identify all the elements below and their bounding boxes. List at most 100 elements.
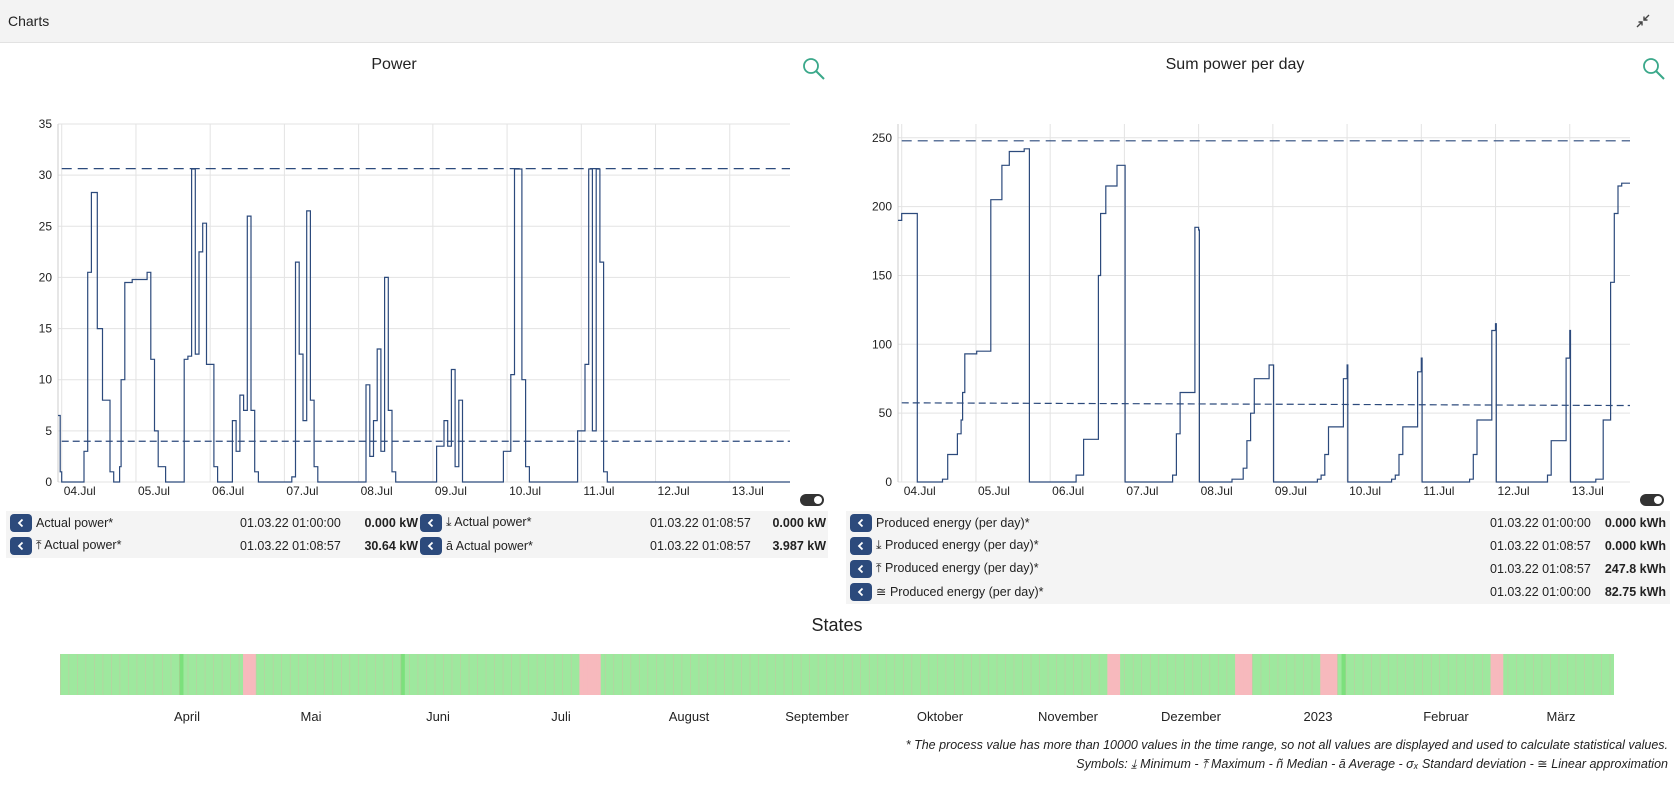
state-tick [468, 654, 470, 695]
state-segment [400, 654, 406, 695]
sum-chart[interactable]: 0 50 100 150 200 250 04.Jul 05.Jul 06.Jul 07.Jul 0… [860, 110, 1630, 500]
state-segment [1043, 654, 1049, 695]
state-segment [779, 654, 785, 695]
x-tick-label: 13.Jul [1572, 484, 1604, 498]
x-tick-label: 07.Jul [286, 484, 318, 498]
state-segment [651, 654, 657, 695]
state-segment [1354, 654, 1360, 695]
state-tick [673, 654, 674, 695]
state-segment [1213, 654, 1219, 695]
state-segment [387, 654, 393, 695]
state-tick [971, 654, 972, 695]
states-timeline[interactable] [60, 654, 1614, 695]
state-tick [528, 654, 529, 695]
state-tick [656, 654, 657, 695]
state-segment [1405, 654, 1411, 695]
zoom-search-icon[interactable] [1642, 57, 1666, 81]
state-segment [157, 654, 163, 695]
state-segment [830, 654, 836, 695]
legend-date: 01.03.22 01:00:00 [1490, 585, 1591, 599]
state-segment [1064, 654, 1070, 695]
chevron-left-icon[interactable] [420, 513, 442, 532]
state-segment [183, 654, 189, 695]
state-segment [1464, 654, 1470, 695]
state-segment [115, 654, 121, 695]
state-tick [1592, 654, 1594, 695]
state-tick [451, 654, 453, 695]
state-segment [294, 654, 299, 695]
state-tick [962, 654, 964, 695]
chevron-left-icon[interactable] [850, 536, 872, 555]
state-segment [1503, 654, 1509, 695]
zoom-search-icon[interactable] [802, 57, 826, 81]
state-segment [1311, 654, 1317, 695]
chevron-left-icon[interactable] [850, 513, 872, 532]
state-segment [771, 654, 776, 695]
state-segment [877, 654, 883, 695]
legend-item-min-actual-power[interactable]: ⤓ Actual power* [420, 511, 531, 534]
legend-item-min-produced-energy[interactable]: ⤓ Produced energy (per day)* [850, 534, 1039, 557]
state-tick [213, 654, 214, 695]
state-segment [285, 654, 291, 695]
state-tick [783, 654, 785, 695]
state-segment [898, 654, 904, 695]
state-segment [932, 654, 938, 695]
state-segment [511, 654, 517, 695]
power-chart-toggle[interactable] [800, 494, 824, 506]
y-tick-label: 0 [45, 475, 52, 489]
state-segment [1409, 654, 1415, 695]
state-segment [524, 654, 529, 695]
state-segment [545, 654, 551, 695]
state-tick [715, 654, 717, 695]
legend-date: 01.03.22 01:00:00 [240, 516, 341, 530]
legend-item-produced-energy[interactable]: Produced energy (per day)* [850, 511, 1030, 534]
state-segment [481, 654, 487, 695]
state-tick [1022, 654, 1023, 695]
state-segment [81, 654, 87, 695]
state-tick [1456, 654, 1458, 695]
state-segment [1005, 654, 1010, 695]
state-tick [1166, 654, 1168, 695]
state-tick [621, 654, 623, 695]
legend-item-actual-power[interactable]: Actual power* [10, 511, 113, 534]
state-tick [1609, 654, 1611, 695]
state-segment [1030, 654, 1036, 695]
legend-name: ⤒ Actual power* [36, 538, 122, 552]
state-tick [1303, 654, 1304, 695]
state-segment [1286, 654, 1291, 695]
state-tick [1601, 654, 1602, 695]
y-tick-label: 200 [872, 200, 892, 214]
state-tick [341, 654, 342, 695]
legend-item-max-actual-power[interactable]: ⤒ Actual power* [10, 534, 121, 557]
state-tick [306, 654, 308, 695]
chevron-left-icon[interactable] [10, 536, 32, 555]
power-chart[interactable]: 0 5 10 15 20 25 30 35 04.Jul 05.Jul 06.Jul 07.Jul 08… [20, 110, 790, 500]
legend-item-linear-produced-energy[interactable]: ≅ Produced energy (per day)* [850, 580, 1044, 603]
state-segment [1290, 654, 1296, 695]
state-segment [443, 654, 448, 695]
state-tick [145, 654, 146, 695]
chevron-left-icon[interactable] [850, 582, 872, 601]
legend-item-max-produced-energy[interactable]: ⤒ Produced energy (per day)* [850, 557, 1039, 580]
state-tick [485, 654, 487, 695]
chevron-left-icon[interactable] [850, 559, 872, 578]
legend-item-avg-actual-power[interactable]: ā Actual power* [420, 534, 533, 557]
state-segment [72, 654, 78, 695]
chevron-left-icon[interactable] [10, 513, 32, 532]
state-segment [1017, 654, 1023, 695]
state-segment [1183, 654, 1189, 695]
state-segment [243, 654, 248, 695]
legend-name: ⤓ Actual power* [446, 515, 532, 529]
state-segment [873, 654, 878, 695]
collapse-icon[interactable] [1636, 14, 1650, 28]
state-segment [209, 654, 214, 695]
state-tick [851, 654, 853, 695]
sum-chart-toggle[interactable] [1640, 494, 1664, 506]
state-segment [1307, 654, 1313, 695]
state-tick [102, 654, 104, 695]
state-segment [856, 654, 861, 695]
chevron-left-icon[interactable] [420, 536, 442, 555]
state-segment [843, 654, 849, 695]
legend-name: ā Actual power* [446, 538, 533, 553]
state-segment [958, 654, 964, 695]
